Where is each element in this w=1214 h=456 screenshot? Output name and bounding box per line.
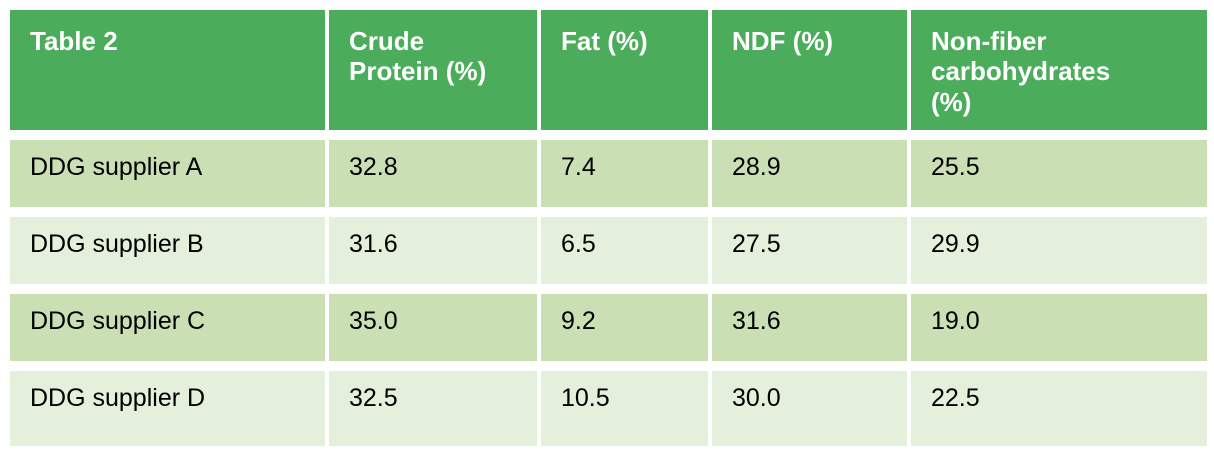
row-label-supplier-c: DDG supplier C xyxy=(10,294,325,361)
cell-supplier-c-non-fiber: 19.0 xyxy=(911,294,1207,361)
header-cell-non-fiber-carbohydrates: Non-fiber carbohydrates (%) xyxy=(911,10,1207,130)
cell-supplier-b-crude-protein: 31.6 xyxy=(329,217,537,284)
cell-supplier-d-ndf: 30.0 xyxy=(712,371,907,446)
cell-supplier-a-non-fiber: 25.5 xyxy=(911,140,1207,207)
cell-supplier-a-crude-protein: 32.8 xyxy=(329,140,537,207)
cell-supplier-a-fat: 7.4 xyxy=(541,140,708,207)
cell-supplier-d-fat: 10.5 xyxy=(541,371,708,446)
row-label-supplier-d: DDG supplier D xyxy=(10,371,325,446)
header-cell-ndf: NDF (%) xyxy=(712,10,907,130)
header-cell-table-title: Table 2 xyxy=(10,10,325,130)
cell-supplier-a-ndf: 28.9 xyxy=(712,140,907,207)
header-cell-crude-protein: Crude Protein (%) xyxy=(329,10,537,130)
header-cell-fat: Fat (%) xyxy=(541,10,708,130)
cell-supplier-b-non-fiber: 29.9 xyxy=(911,217,1207,284)
nutrition-table: Table 2 Crude Protein (%) Fat (%) NDF (%… xyxy=(10,10,1207,446)
cell-supplier-b-ndf: 27.5 xyxy=(712,217,907,284)
row-label-supplier-b: DDG supplier B xyxy=(10,217,325,284)
cell-supplier-c-fat: 9.2 xyxy=(541,294,708,361)
cell-supplier-d-non-fiber: 22.5 xyxy=(911,371,1207,446)
cell-supplier-b-fat: 6.5 xyxy=(541,217,708,284)
cell-supplier-c-ndf: 31.6 xyxy=(712,294,907,361)
row-label-supplier-a: DDG supplier A xyxy=(10,140,325,207)
cell-supplier-d-crude-protein: 32.5 xyxy=(329,371,537,446)
cell-supplier-c-crude-protein: 35.0 xyxy=(329,294,537,361)
